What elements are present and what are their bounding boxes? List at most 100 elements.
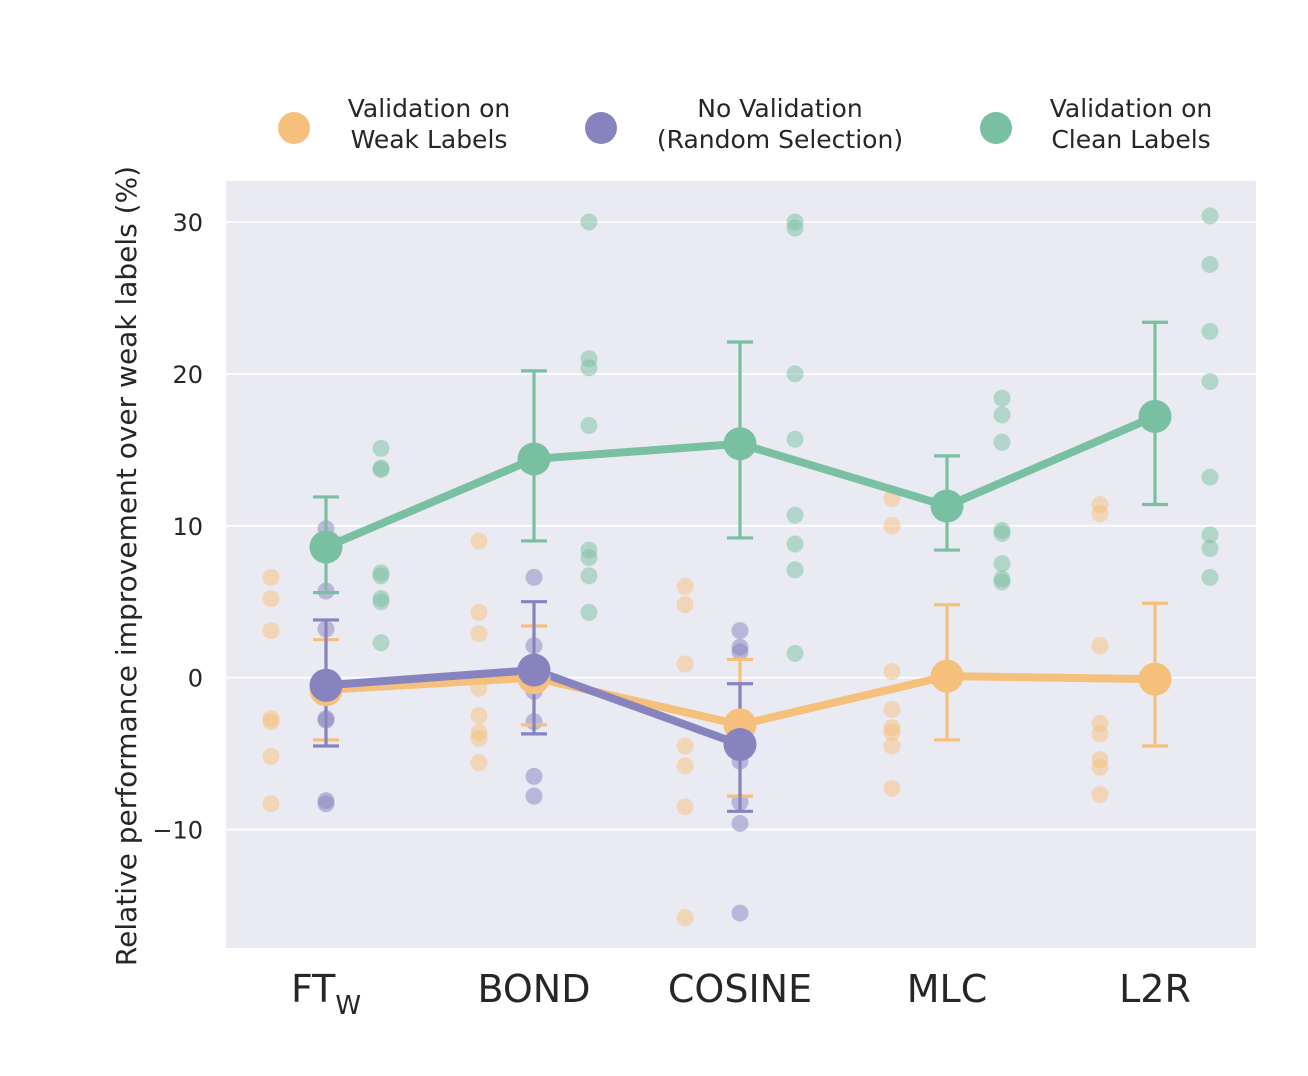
data-point (883, 517, 901, 535)
mean-marker (1138, 399, 1172, 433)
data-point (883, 701, 901, 719)
mean-marker (309, 530, 343, 564)
data-point (525, 568, 543, 586)
data-point (580, 359, 598, 377)
data-point (262, 568, 280, 586)
data-point (786, 535, 804, 553)
mean-marker (517, 442, 551, 476)
data-point (993, 406, 1011, 424)
x-category-label: FTW (291, 967, 361, 1021)
data-point (786, 644, 804, 662)
data-point (731, 622, 749, 640)
data-point (1201, 372, 1219, 390)
data-point (993, 389, 1011, 407)
data-point (525, 767, 543, 785)
legend-label: (Random Selection) (657, 125, 903, 154)
data-point (1201, 468, 1219, 486)
data-point (993, 555, 1011, 573)
data-point (317, 795, 335, 813)
data-point (676, 909, 694, 927)
data-point (1201, 256, 1219, 274)
data-point (372, 593, 390, 611)
legend-item: No Validation(Random Selection) (585, 94, 903, 154)
data-point (883, 780, 901, 798)
data-point (372, 634, 390, 652)
data-point (262, 590, 280, 608)
data-point (262, 748, 280, 766)
data-point (676, 737, 694, 755)
legend-marker (585, 112, 617, 144)
data-point (470, 707, 488, 725)
data-point (525, 787, 543, 805)
data-point (883, 663, 901, 681)
data-point (1091, 505, 1109, 523)
data-point (1201, 540, 1219, 558)
data-point (731, 814, 749, 832)
data-point (470, 754, 488, 772)
data-point (1201, 322, 1219, 340)
data-point (372, 567, 390, 585)
data-point (1091, 637, 1109, 655)
x-category-label: MLC (907, 967, 988, 1011)
data-point (262, 713, 280, 731)
y-tick-label: 10 (172, 513, 203, 541)
data-point (786, 219, 804, 237)
legend-marker (980, 112, 1012, 144)
data-point (883, 737, 901, 755)
x-category-label: BOND (478, 967, 591, 1011)
data-point (470, 729, 488, 747)
legend-label: Validation on (1050, 94, 1213, 123)
data-point (1091, 786, 1109, 804)
data-point (580, 417, 598, 435)
data-point (676, 578, 694, 596)
data-point (786, 506, 804, 524)
data-point (580, 567, 598, 585)
legend-label: No Validation (697, 94, 862, 123)
data-point (262, 795, 280, 813)
mean-marker (309, 668, 343, 702)
mean-marker (517, 653, 551, 687)
data-point (1201, 526, 1219, 544)
y-tick-label: 20 (172, 361, 203, 389)
data-point (676, 798, 694, 816)
data-point (786, 430, 804, 448)
mean-marker (930, 489, 964, 523)
x-category-labels: FTW BOND COSINE MLC L2R (291, 967, 1191, 1021)
legend-label: Weak Labels (351, 125, 508, 154)
mean-markers (309, 399, 1172, 761)
scatter-points (262, 207, 1219, 927)
data-point (731, 643, 749, 661)
data-point (1091, 758, 1109, 776)
data-point (731, 904, 749, 922)
data-point (1201, 207, 1219, 225)
y-tick-label: −10 (152, 817, 203, 845)
data-point (1091, 725, 1109, 743)
data-point (883, 723, 901, 741)
legend-marker (278, 112, 310, 144)
data-point (372, 461, 390, 479)
data-point (676, 596, 694, 614)
mean-marker (723, 427, 757, 461)
x-category-label: L2R (1119, 967, 1191, 1011)
data-point (580, 549, 598, 567)
data-point (993, 433, 1011, 451)
legend-label: Validation on (348, 94, 511, 123)
data-point (993, 524, 1011, 542)
y-tick-label: 0 (188, 665, 203, 693)
y-tick-label: 30 (172, 209, 203, 237)
y-tick-labels: −10 0 10 20 30 (152, 209, 203, 845)
data-point (470, 603, 488, 621)
data-point (580, 213, 598, 231)
data-point (580, 603, 598, 621)
mean-marker (1138, 662, 1172, 696)
data-point (262, 622, 280, 640)
data-point (470, 625, 488, 643)
x-category-label: COSINE (668, 967, 812, 1011)
data-point (786, 561, 804, 579)
mean-marker (930, 659, 964, 693)
